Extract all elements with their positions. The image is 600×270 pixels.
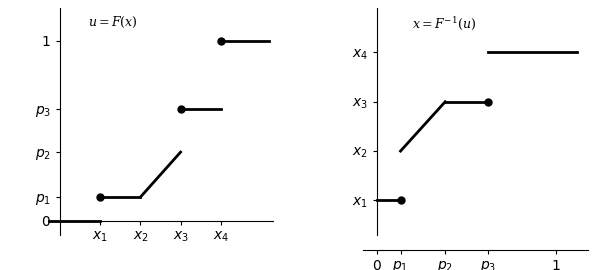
- Point: [176, 107, 185, 111]
- Text: $u = F(x)$: $u = F(x)$: [89, 15, 139, 30]
- Point: [483, 100, 493, 104]
- Text: $x = F^{-1}(u)$: $x = F^{-1}(u)$: [413, 15, 476, 32]
- Point: [95, 195, 105, 199]
- Point: [216, 38, 226, 43]
- Point: [396, 198, 406, 202]
